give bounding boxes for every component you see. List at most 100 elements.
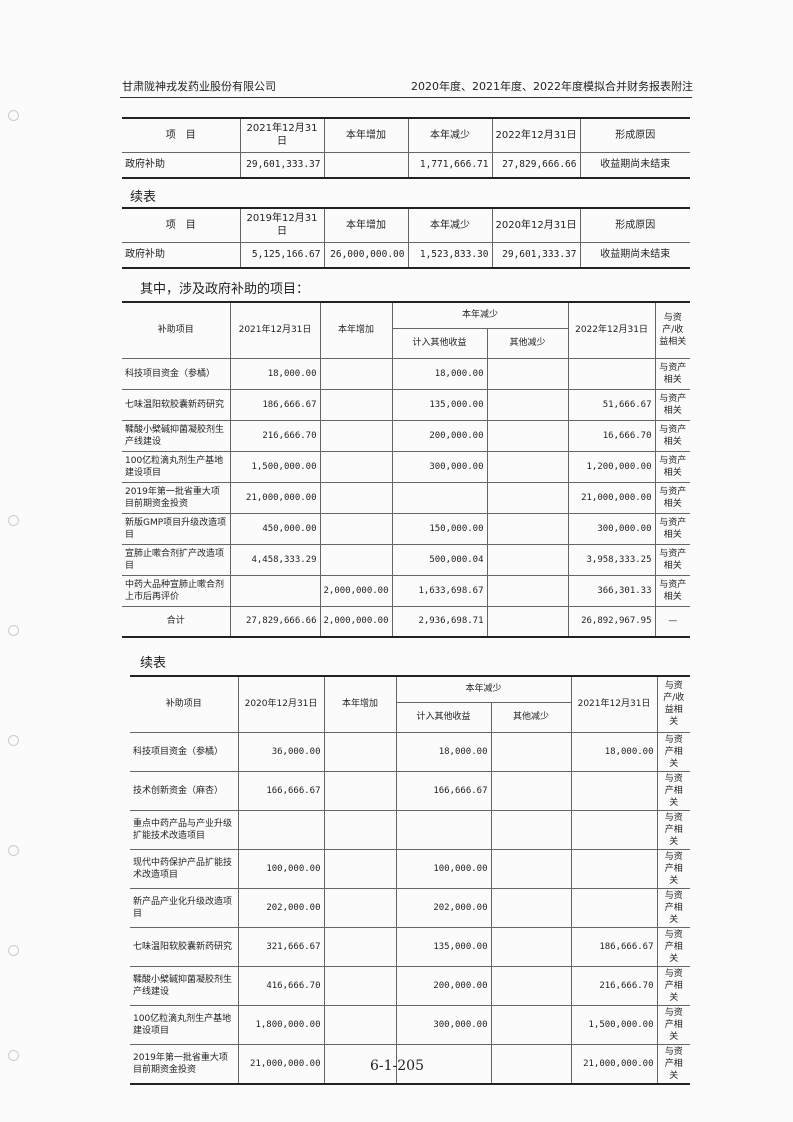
table-cell: 150,000.00: [391, 512, 488, 545]
table-cell: 政府补助: [122, 241, 241, 269]
table-row: 七味温阳软胶囊新药研究 186,666.67 135,000.00 51,666.67…: [122, 388, 691, 421]
table-row: 七味温阳软胶囊新药研究 321,666.67 135,000.00 186,666.6…: [130, 926, 691, 967]
table-cell: [490, 731, 572, 772]
table-cell: [490, 1004, 572, 1045]
table-cell: [319, 357, 393, 390]
table-cell: [486, 605, 569, 638]
table-cell: 300,000.00: [395, 1004, 492, 1045]
binding-hole: [8, 515, 19, 526]
table-row: 新版GMP项目升级改造项目 450,000.00 150,000.00 300,000…: [122, 512, 691, 545]
column-header: 本年减少: [407, 207, 493, 243]
binding-hole: [8, 945, 19, 956]
table-cell: 现代中药保护产品扩能技术改造项目: [130, 848, 239, 889]
table-cell: 1,771,666.71: [407, 151, 493, 179]
column-header: 项 目: [122, 207, 241, 243]
table-cell: [237, 809, 325, 850]
column-header-other-income: 计入其他收益: [392, 327, 488, 359]
table-cell: 4,458,333.29: [229, 543, 321, 576]
table-cell: 135,000.00: [395, 926, 492, 967]
table-cell: [486, 512, 569, 545]
table-cell: 300,000.00: [391, 450, 488, 483]
table-cell: 与资产相关: [656, 1004, 691, 1045]
table-cell: [486, 357, 569, 390]
table-row: 宣肺止嗽合剂扩产改造项目 4,458,333.29 500,000.04 3,958,…: [122, 543, 691, 576]
table-row: 2019年第一批省重大项目前期资金投资 21,000,000.00 21,000,0…: [130, 1043, 691, 1084]
table-cell: [570, 809, 658, 850]
continued-label: 续表: [140, 656, 167, 671]
table-cell: [323, 1043, 397, 1084]
table-cell: [490, 926, 572, 967]
table-cell: 51,666.67: [567, 388, 656, 421]
table-cell: 21,000,000.00: [567, 481, 656, 514]
table-row: 科技项目资金（参橘） 36,000.00 18,000.00 18,000.00 与资产…: [130, 731, 691, 772]
table-cell: 2,936,698.71: [391, 605, 488, 638]
table-cell: 36,000.00: [237, 731, 325, 772]
table-cell: 重点中药产品与产业升级扩能技术改造项目: [130, 809, 239, 850]
table-cell: 416,666.70: [237, 965, 325, 1006]
binding-hole: [8, 625, 19, 636]
table-cell: 合计: [122, 605, 231, 638]
table-cell: [319, 450, 393, 483]
table-cell: [323, 731, 397, 772]
column-header: 本年增加: [323, 207, 409, 243]
table-cell: 202,000.00: [395, 887, 492, 928]
table-cell: [229, 574, 321, 607]
table-cell: 与资产相关: [656, 848, 691, 889]
table-cell: 321,666.67: [237, 926, 325, 967]
column-header-other-decrease: 其他减少: [486, 327, 569, 359]
table-cell: 166,666.67: [395, 770, 492, 811]
table-cell: 18,000.00: [229, 357, 321, 390]
table-cell: 186,666.67: [229, 388, 321, 421]
table-cell: 1,633,698.67: [391, 574, 488, 607]
table-cell: 1,800,000.00: [237, 1004, 325, 1045]
table-cell: 鞣酸小檗碱抑菌凝胶剂生产线建设: [130, 965, 239, 1006]
table-cell: 与资产相关: [656, 965, 691, 1006]
table-cell: [319, 419, 393, 452]
table-cell: 2019年第一批省重大项目前期资金投资: [130, 1043, 239, 1084]
table-row: 现代中药保护产品扩能技术改造项目 100,000.00 100,000.00 与资产相…: [130, 848, 691, 889]
table-cell: 1,523,833.30: [407, 241, 493, 269]
table-cell: [486, 419, 569, 452]
table-cell: 1,500,000.00: [570, 1004, 658, 1045]
table-cell: 27,829,666.66: [491, 151, 581, 179]
header-rule: [120, 97, 692, 98]
column-header: 形成原因: [579, 207, 690, 243]
table-cell: 21,000,000.00: [229, 481, 321, 514]
table-cell: 新产品产业化升级改造项目: [130, 887, 239, 928]
column-header: 项 目: [122, 117, 241, 153]
table-cell: 与资产相关: [654, 388, 691, 421]
table-cell: 166,666.67: [237, 770, 325, 811]
table-cell: 5,125,166.67: [239, 241, 325, 269]
table-cell: [567, 357, 656, 390]
table-cell: 与资产相关: [656, 926, 691, 967]
column-header-decrease: 本年减少: [391, 301, 569, 329]
table-cell: 与资产相关: [654, 481, 691, 514]
table-cell: 2,000,000.00: [319, 574, 393, 607]
table-cell: 450,000.00: [229, 512, 321, 545]
table-cell: [486, 481, 569, 514]
table-row: 100亿粒滴丸剂生产基地建设项目 1,800,000.00 300,000.00 1,…: [130, 1004, 691, 1045]
table-cell: 21,000,000.00: [237, 1043, 325, 1084]
column-header: 形成原因: [579, 117, 690, 153]
table-cell: 与资产相关: [654, 574, 691, 607]
column-header-increase: 本年增加: [319, 301, 393, 359]
table-cell: [319, 543, 393, 576]
table-cell: 与资产相关: [656, 770, 691, 811]
column-header-other-income: 计入其他收益: [396, 701, 492, 733]
table-cell: 1,500,000.00: [229, 450, 321, 483]
table-cell: 100亿粒滴丸剂生产基地建设项目: [122, 450, 231, 483]
table-row: 鞣酸小檗碱抑菌凝胶剂生产线建设 216,666.70 200,000.00 16,66…: [122, 419, 691, 452]
table-cell: 科技项目资金（参橘）: [130, 731, 239, 772]
binding-hole: [8, 1050, 19, 1061]
table-cell: 与资产相关: [654, 450, 691, 483]
table-cell: [490, 887, 572, 928]
table-cell: 鞣酸小檗碱抑菌凝胶剂生产线建设: [122, 419, 231, 452]
table-cell: 26,892,967.95: [567, 605, 656, 638]
table-cell: 新版GMP项目升级改造项目: [122, 512, 231, 545]
table-cell: 100,000.00: [395, 848, 492, 889]
table-cell: [323, 809, 397, 850]
table-cell: [319, 512, 393, 545]
page-number: 6-1-205: [370, 1058, 424, 1074]
column-header-related: 与资产/收益相关: [656, 675, 691, 733]
table-cell: [486, 388, 569, 421]
